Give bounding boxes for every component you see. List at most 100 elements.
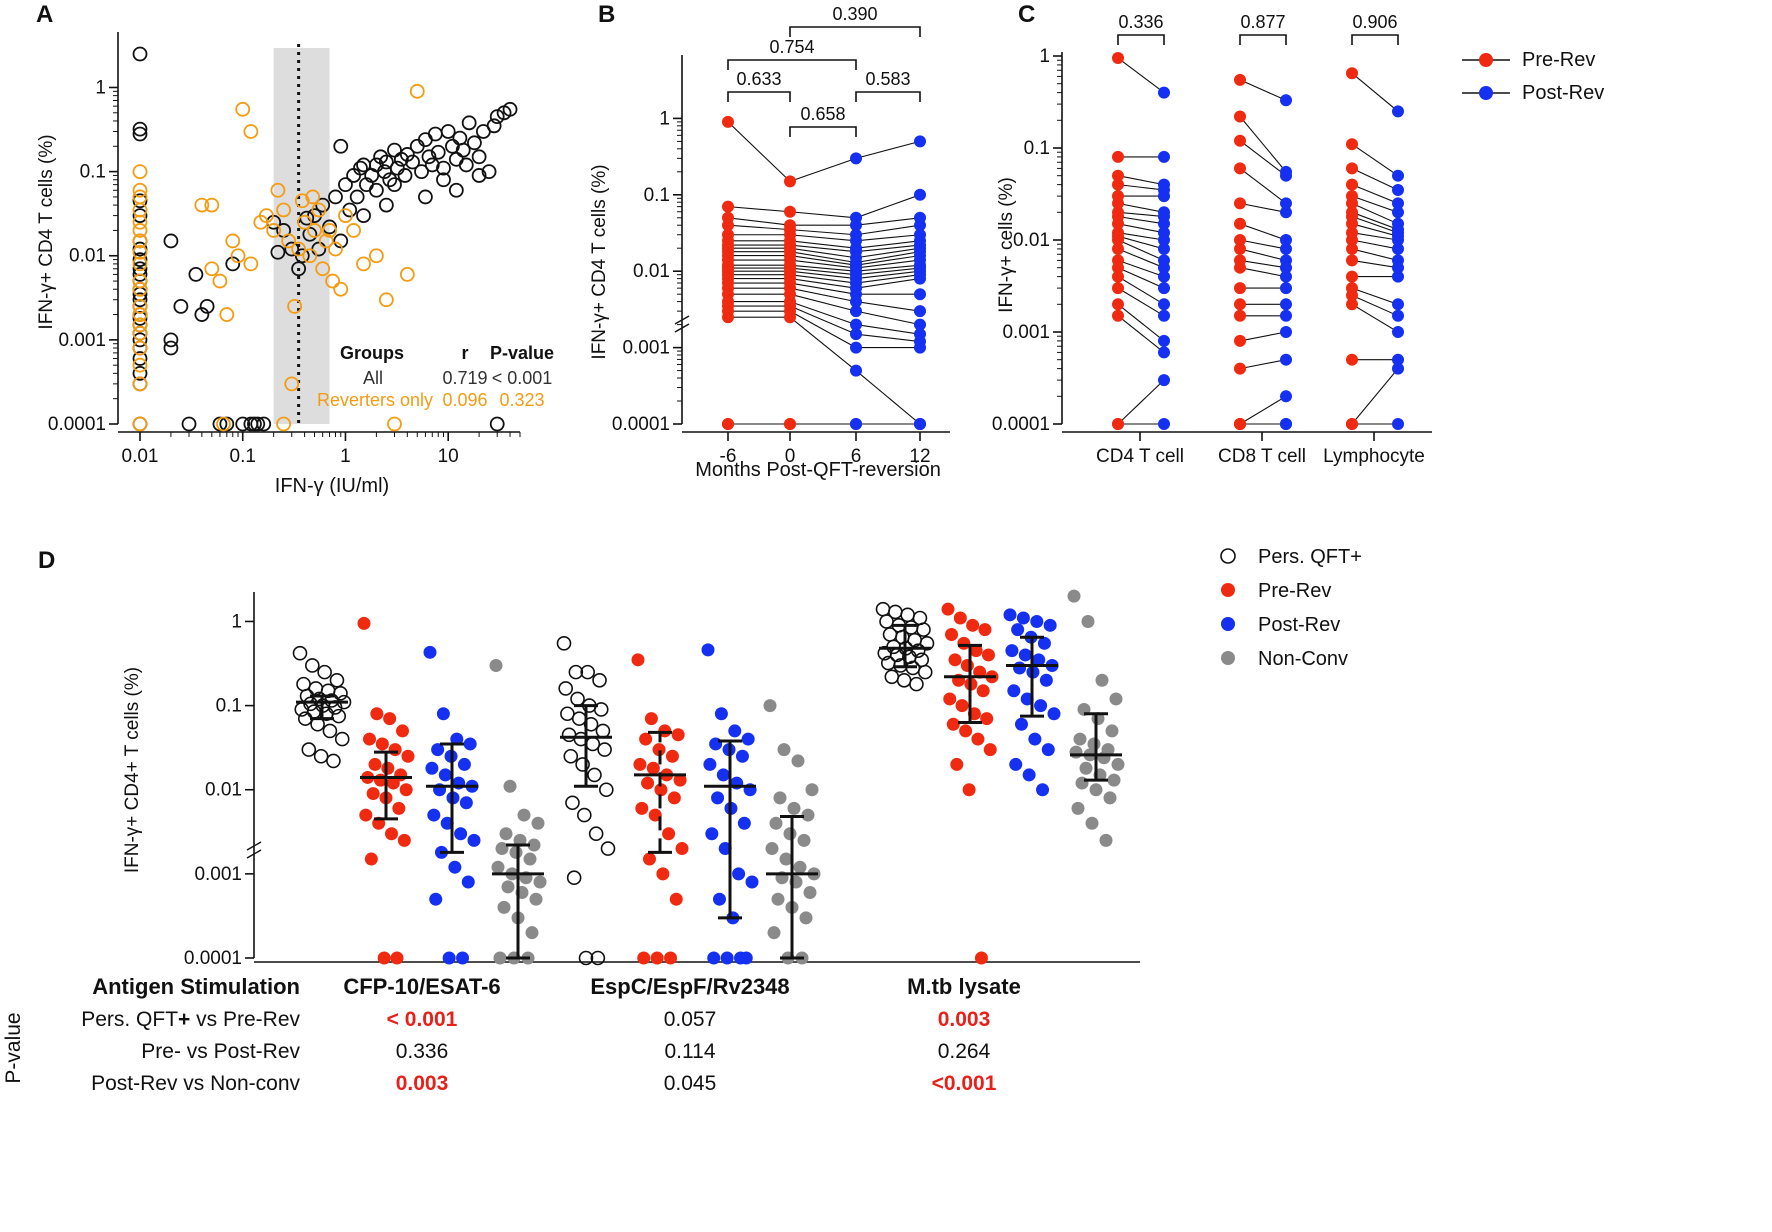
p-value-axis-label: P-value bbox=[2, 1012, 25, 1083]
a-point-reverters-only bbox=[294, 193, 310, 209]
c-point-pre bbox=[1346, 270, 1358, 283]
c-point-pre bbox=[1346, 254, 1358, 267]
b-x-axis-label: Months Post-QFT-reversion bbox=[695, 459, 941, 481]
c-x-tick-label: Lymphocyte bbox=[1323, 446, 1425, 467]
d-point-non-conv bbox=[1079, 761, 1093, 775]
a-point-reverters-only bbox=[266, 223, 282, 238]
c-point-pre bbox=[1346, 242, 1358, 255]
d-point-pre-rev bbox=[955, 699, 969, 713]
d-point-non-conv bbox=[489, 658, 503, 672]
b-subject-line bbox=[855, 194, 921, 219]
a-point-all bbox=[250, 416, 266, 432]
a-point-all bbox=[163, 233, 179, 249]
d-point-pre-rev bbox=[392, 801, 406, 815]
c-point-pre bbox=[1112, 270, 1124, 283]
d-point-pre-rev bbox=[950, 757, 964, 771]
d-point-pers-qft bbox=[882, 627, 898, 642]
b-point bbox=[722, 200, 734, 213]
b-x-tick-label: 12 bbox=[909, 446, 930, 467]
d-point-pre-rev bbox=[381, 761, 395, 775]
d-point-post-rev bbox=[1011, 623, 1025, 637]
c-pair-line bbox=[1239, 259, 1287, 269]
c-x-tick-label: CD4 T cell bbox=[1096, 446, 1184, 467]
d-point-non-conv bbox=[529, 892, 543, 906]
d-point-pre-rev bbox=[671, 728, 685, 742]
a-point-all bbox=[291, 261, 307, 277]
a-point-reverters-only bbox=[204, 197, 220, 213]
a-point-reverters-only bbox=[243, 124, 259, 139]
a-point-reverters-only bbox=[235, 101, 251, 117]
d-point-non-conv bbox=[1071, 801, 1085, 815]
a-point-reverters-only bbox=[132, 298, 148, 314]
d-point-non-conv bbox=[805, 783, 819, 797]
c-point-pre bbox=[1234, 362, 1246, 375]
b-point bbox=[784, 175, 796, 188]
a-point-all bbox=[471, 149, 487, 165]
d-point-pre-rev bbox=[664, 951, 678, 965]
d-point-non-conv bbox=[1085, 816, 1099, 830]
stats-header-groups: Groups bbox=[340, 343, 404, 363]
a-x-tick-label: 1 bbox=[340, 446, 351, 467]
d-point-pers-qft bbox=[558, 681, 573, 696]
c-pair-line bbox=[1239, 79, 1287, 101]
a-point-reverters-only bbox=[132, 256, 148, 272]
a-point-all bbox=[132, 267, 148, 282]
d-point-pers-qft bbox=[587, 767, 602, 783]
b-point bbox=[914, 219, 926, 232]
d-point-pre-rev bbox=[359, 808, 373, 822]
a-point-all bbox=[387, 177, 402, 193]
a-point-all bbox=[368, 182, 384, 198]
d-point-pre-rev bbox=[357, 616, 371, 630]
d-point-post-rev bbox=[467, 833, 481, 847]
a-point-all bbox=[132, 351, 148, 366]
c-pair-line bbox=[1351, 303, 1399, 333]
d-point-pre-rev bbox=[959, 724, 973, 738]
d-point-non-conv bbox=[491, 860, 505, 874]
d-point-post-rev bbox=[711, 791, 725, 805]
b-point bbox=[850, 341, 862, 354]
c-pair-line bbox=[1117, 223, 1165, 234]
a-point-reverters-only bbox=[346, 223, 361, 238]
d-point-post-rev bbox=[429, 892, 443, 906]
b-comparison-bracket bbox=[789, 126, 857, 137]
b-subject-line bbox=[789, 267, 857, 276]
a-point-all bbox=[427, 126, 443, 142]
a-point-reverters-only bbox=[409, 83, 425, 99]
c-point-pre bbox=[1112, 261, 1124, 274]
d-point-post-rev bbox=[703, 757, 717, 771]
c-point-pre bbox=[1234, 418, 1246, 430]
a-point-reverters-only bbox=[225, 233, 241, 249]
c-point-pre bbox=[1346, 217, 1358, 230]
d-point-pers-qft bbox=[578, 950, 594, 966]
a-point-all bbox=[489, 416, 505, 432]
a-point-all bbox=[399, 147, 415, 162]
b-point bbox=[722, 115, 734, 128]
b-subject-line bbox=[789, 270, 857, 280]
d-point-pers-qft bbox=[916, 622, 931, 637]
panel-d: D 1 0.1 0.01 0.001 0.0001 IFN-γ+ CD4+ T cells … bbox=[38, 546, 1362, 999]
a-y-axis-tick-label: 0.001 bbox=[58, 330, 106, 351]
c-point-post bbox=[1280, 309, 1292, 322]
b-subject-line bbox=[855, 301, 921, 312]
c-comparison-p-label: 0.877 bbox=[1240, 12, 1285, 32]
stats-row-r: 0.096 bbox=[442, 390, 487, 410]
a-point-reverters-only bbox=[230, 248, 246, 264]
a-point-all bbox=[328, 189, 343, 205]
a-point-all bbox=[346, 168, 361, 183]
b-subject-line bbox=[789, 310, 857, 349]
d-point-pre-rev bbox=[976, 684, 990, 698]
d-point-non-conv bbox=[1107, 773, 1121, 787]
a-point-all bbox=[418, 189, 433, 205]
b-subject-line bbox=[789, 255, 857, 266]
c-pair-line bbox=[1239, 359, 1287, 370]
d-point-pers-qft bbox=[313, 748, 329, 764]
d-point-pers-qft bbox=[317, 664, 332, 680]
a-x-tick-label: 0.1 bbox=[230, 446, 256, 467]
c-point-pre bbox=[1234, 309, 1246, 322]
d-point-post-rev bbox=[456, 951, 470, 965]
c-point-pre bbox=[1112, 150, 1124, 163]
d-point-non-conv bbox=[495, 842, 509, 856]
b-point bbox=[914, 188, 926, 201]
a-point-all bbox=[397, 168, 413, 183]
d-point-post-rev bbox=[718, 842, 732, 856]
